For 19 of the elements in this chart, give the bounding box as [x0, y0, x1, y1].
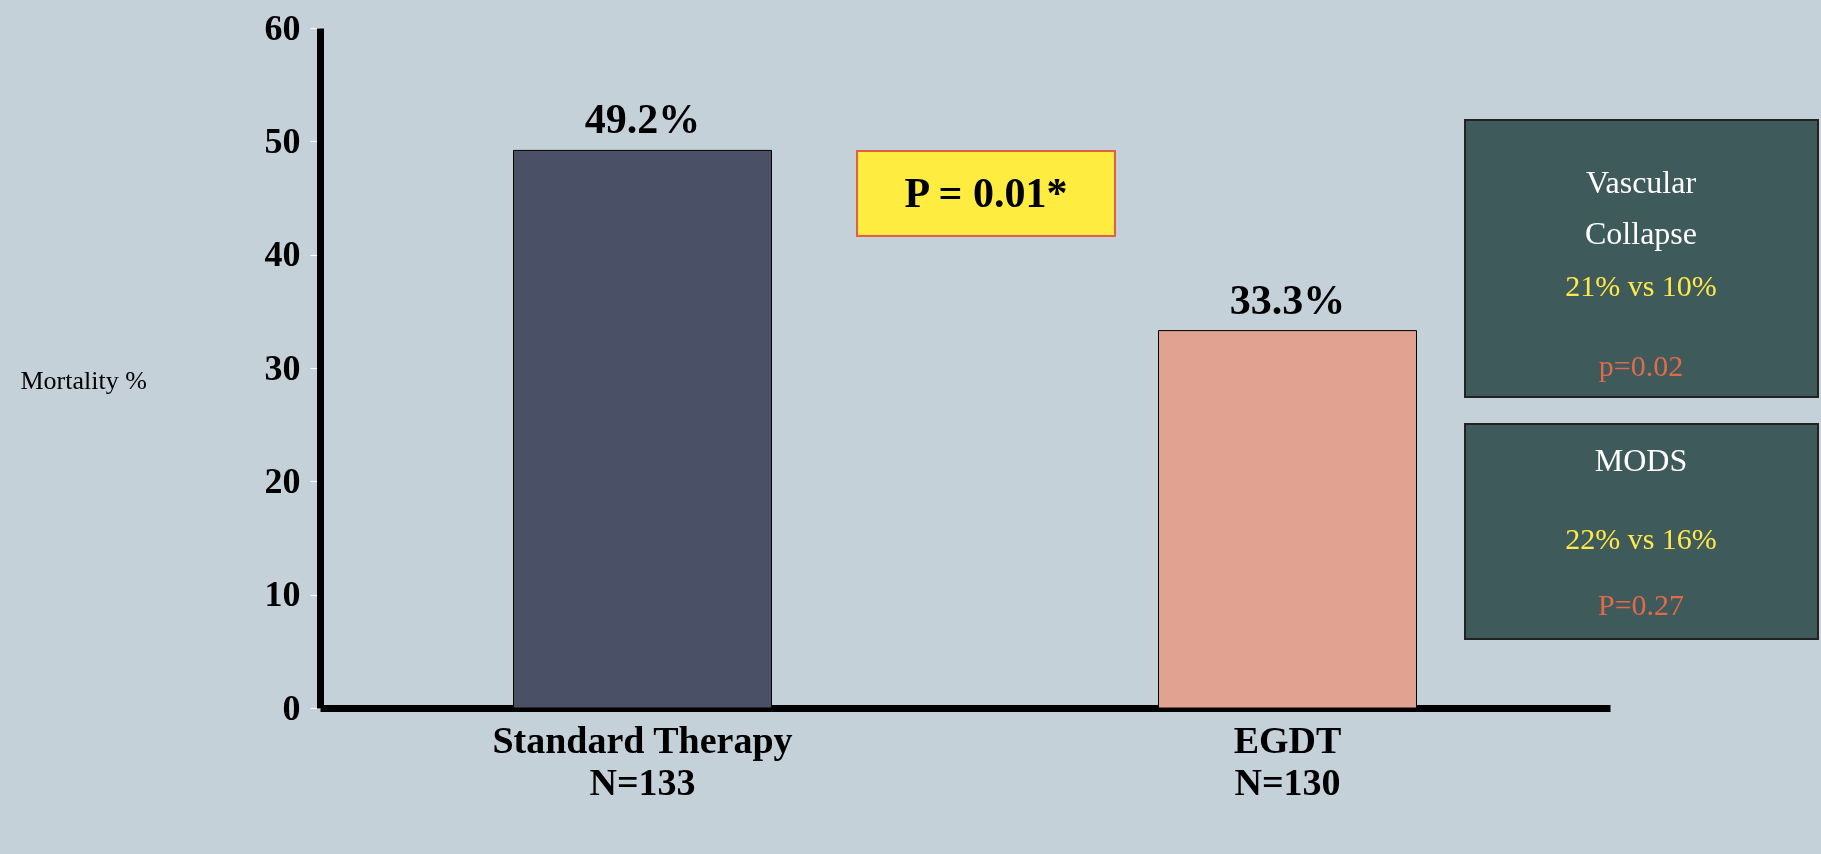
- annotation: P = 0.01*: [904, 170, 1068, 216]
- annotation: MODS: [1594, 442, 1688, 478]
- annotation: 21% vs 10%: [1565, 269, 1717, 302]
- y-tick-label: 50: [264, 120, 301, 161]
- x-tick-label: Standard Therapy N=133: [492, 718, 793, 803]
- annotation: P=0.27: [1597, 588, 1685, 621]
- annotation: Vascular Collapse: [1585, 164, 1697, 252]
- data-label: 49.2%: [584, 96, 701, 143]
- y-tick-label: 30: [264, 347, 301, 388]
- y-tick-label: 60: [264, 7, 301, 48]
- y-tick-label: 40: [264, 234, 301, 275]
- data-label: 33.3%: [1229, 276, 1346, 323]
- y-tick-label: 10: [264, 574, 301, 615]
- y-tick-label: 0: [282, 687, 301, 728]
- annotation: 22% vs 16%: [1565, 522, 1717, 555]
- x-tick-label: EGDT N=130: [1233, 718, 1342, 803]
- annotation: p=0.02: [1598, 349, 1684, 382]
- y-axis-title: Mortality %: [20, 365, 147, 395]
- y-tick-label: 20: [264, 460, 301, 501]
